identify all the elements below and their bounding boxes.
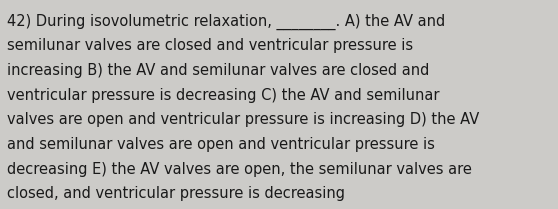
Text: ventricular pressure is decreasing C) the AV and semilunar: ventricular pressure is decreasing C) th… — [7, 88, 440, 103]
Text: decreasing E) the AV valves are open, the semilunar valves are: decreasing E) the AV valves are open, th… — [7, 162, 472, 177]
Text: closed, and ventricular pressure is decreasing: closed, and ventricular pressure is decr… — [7, 186, 345, 201]
Text: increasing B) the AV and semilunar valves are closed and: increasing B) the AV and semilunar valve… — [7, 63, 430, 78]
Text: semilunar valves are closed and ventricular pressure is: semilunar valves are closed and ventricu… — [7, 38, 413, 53]
Text: valves are open and ventricular pressure is increasing D) the AV: valves are open and ventricular pressure… — [7, 112, 479, 127]
Text: and semilunar valves are open and ventricular pressure is: and semilunar valves are open and ventri… — [7, 137, 435, 152]
Text: 42) During isovolumetric relaxation, ________. A) the AV and: 42) During isovolumetric relaxation, ___… — [7, 14, 445, 30]
